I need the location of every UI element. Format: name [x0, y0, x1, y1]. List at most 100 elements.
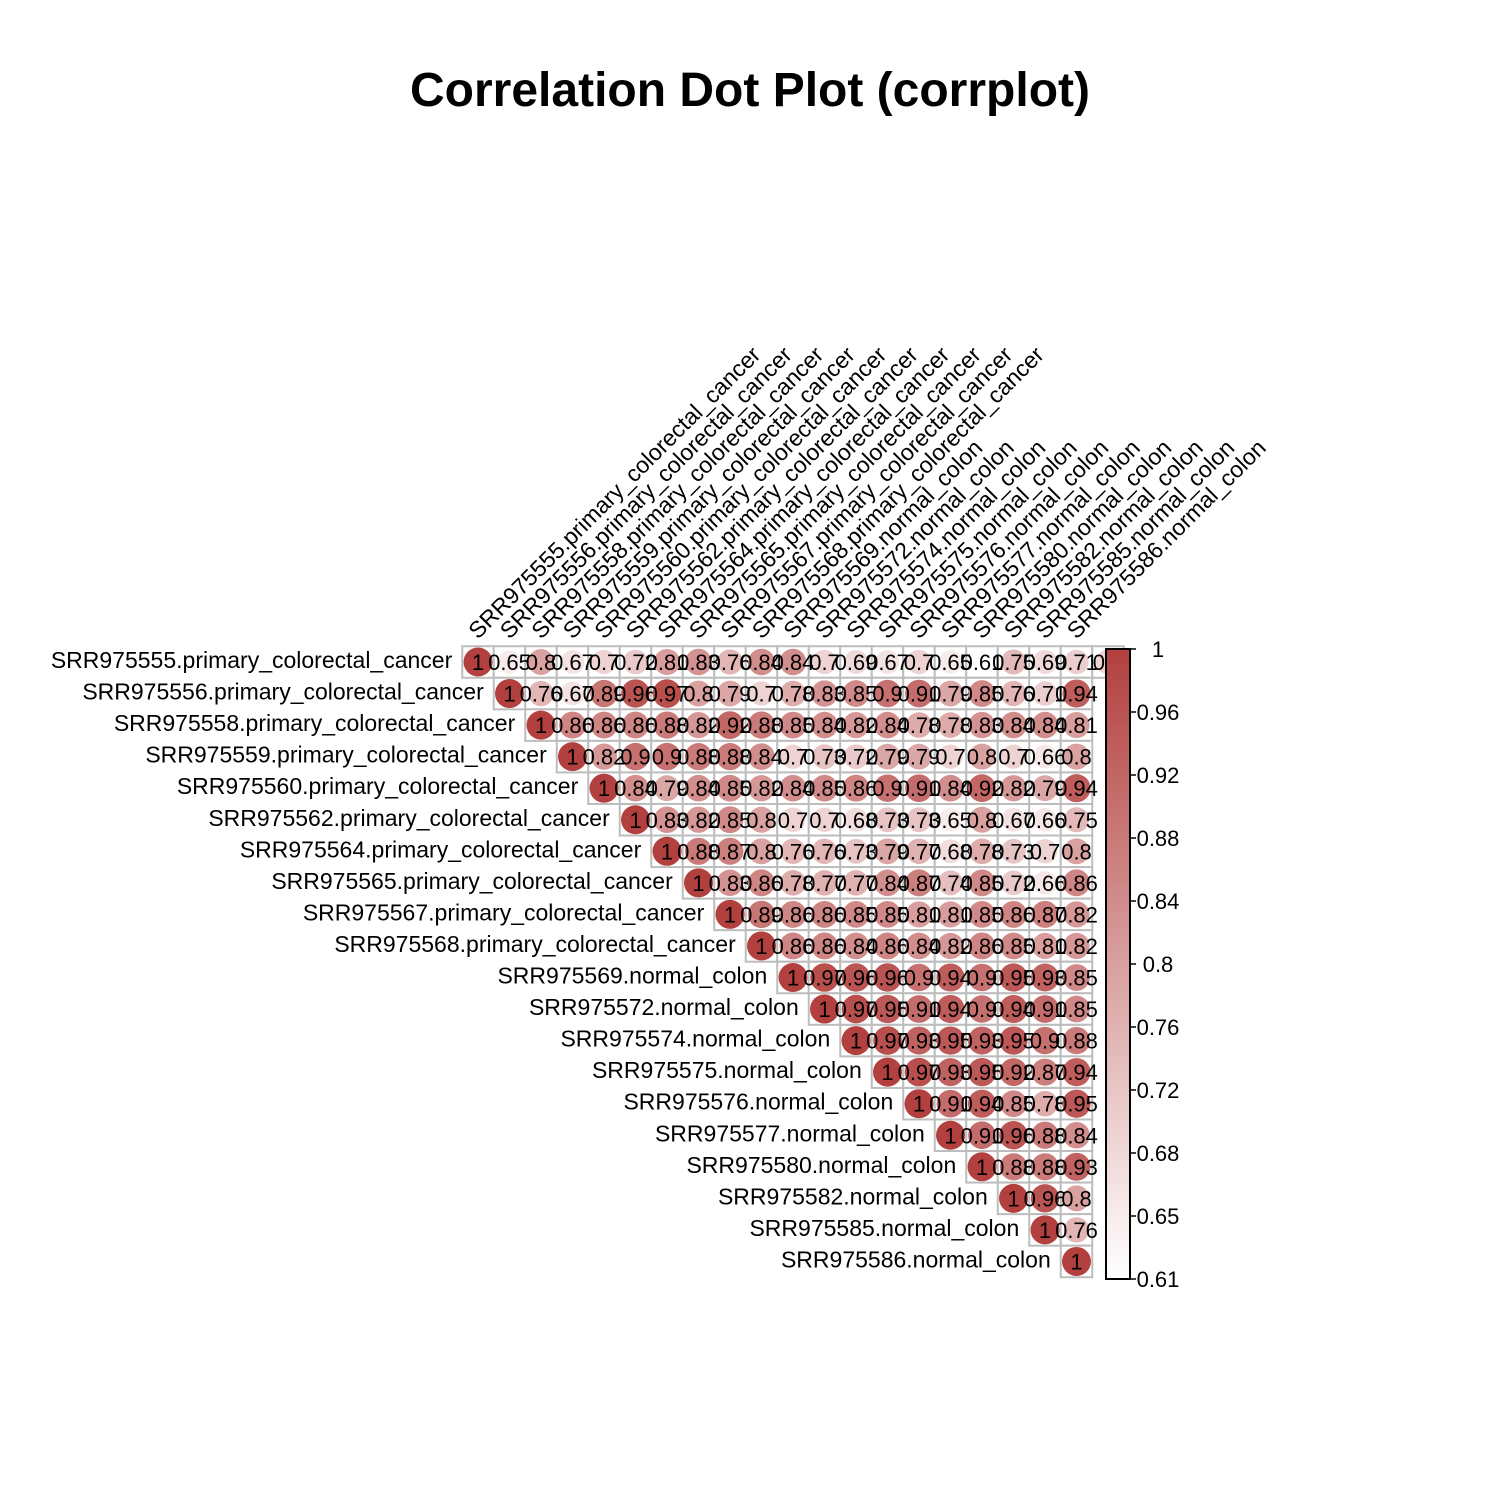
correlation-value-label: 0.84: [772, 776, 815, 801]
correlation-dot: [906, 649, 932, 675]
correlation-value-label: 0.87: [898, 871, 941, 896]
correlation-dot: [936, 1120, 965, 1150]
correlation-dot: [653, 806, 681, 833]
correlation-dot: [937, 932, 964, 960]
correlation-dot: [747, 900, 776, 929]
correlation-value-label: 0.96: [866, 966, 909, 991]
correlation-dot: [905, 1026, 933, 1055]
correlation-dot: [684, 837, 713, 865]
correlation-dot: [1033, 744, 1057, 769]
correlation-dot: [905, 869, 933, 897]
correlation-dot: [905, 963, 933, 992]
correlation-dot: [938, 744, 963, 769]
correlation-value-label: 0.95: [929, 1029, 972, 1054]
correlation-value-label: 0.78: [1024, 1092, 1067, 1117]
correlation-dot: [843, 744, 869, 769]
correlation-dot: [1000, 680, 1027, 707]
row-label: SRR975575.normal_colon: [592, 1057, 862, 1083]
correlation-value-label: 0.8: [746, 839, 777, 864]
correlation-value-label: 0.8: [1061, 745, 1092, 770]
correlation-value-label: 0.82: [835, 713, 878, 738]
correlation-dot: [810, 963, 839, 992]
column-labels: SRR975555.primary_colorectal_cancerSRR97…: [463, 341, 1271, 643]
correlation-value-label: 0.75: [1055, 808, 1098, 833]
correlation-dot: [1000, 1090, 1027, 1118]
correlation-value-label: 0.84: [866, 713, 909, 738]
correlation-value-label: 0.84: [677, 776, 720, 801]
correlation-value-label: 0.78: [898, 713, 941, 738]
correlation-value-label: 1: [661, 839, 673, 864]
correlation-value-label: 0.82: [992, 776, 1035, 801]
row-label: SRR975572.normal_colon: [529, 994, 799, 1020]
correlation-value-label: 0.8: [1061, 839, 1092, 864]
correlation-value-label: 0.8: [967, 808, 998, 833]
correlation-dot: [1000, 649, 1027, 675]
correlation-value-label: 0.94: [1055, 776, 1098, 801]
row-labels: SRR975555.primary_colorectal_cancer SRR97…: [51, 647, 1051, 1272]
correlation-value-label: 0.91: [898, 997, 941, 1022]
correlation-value-label: 0.7: [998, 745, 1029, 770]
correlation-value-label: 0.91: [929, 1092, 972, 1117]
colorbar-tick-label: 0.72: [1137, 1078, 1180, 1103]
correlation-value-label: 0.81: [646, 650, 689, 675]
correlation-dot: [716, 806, 744, 834]
correlation-value-label: 0.7: [589, 650, 620, 675]
correlation-dot: [905, 932, 933, 960]
correlation-dot: [779, 932, 807, 960]
correlation-value-label: 0.94: [992, 997, 1035, 1022]
correlation-dot: [999, 1153, 1028, 1181]
correlation-value-label: 0.86: [961, 934, 1004, 959]
correlation-value-label: 0.77: [835, 871, 878, 896]
correlation-dot: [1032, 839, 1058, 864]
correlation-dot: [779, 711, 807, 739]
correlation-value-label: 0.8: [683, 682, 714, 707]
correlation-dot: [748, 806, 775, 833]
correlation-dot: [905, 679, 933, 708]
colorbar-tick-label: 1: [1152, 637, 1164, 662]
row-label: SRR975555.primary_colorectal_cancer: [51, 647, 453, 673]
correlation-dot: [1030, 1184, 1060, 1213]
correlation-dot: [811, 774, 838, 802]
correlation-dot: [842, 680, 870, 707]
correlation-dot: [811, 932, 838, 960]
correlation-dot: [968, 995, 996, 1023]
correlation-value-label: 0.65: [488, 650, 531, 675]
correlation-value-label: 0.79: [929, 682, 972, 707]
correlation-dot: [622, 774, 649, 802]
correlation-dot: [1062, 1246, 1091, 1276]
correlation-value-label: 0.68: [929, 839, 972, 864]
correlation-dot: [843, 649, 869, 675]
row-label: SRR975567.primary_colorectal_cancer: [303, 899, 705, 925]
correlation-value-label: 0.88: [992, 1155, 1035, 1180]
correlation-value-label: 0.84: [929, 776, 972, 801]
correlation-value-label: 0.95: [961, 1060, 1004, 1085]
correlation-value-label: 0.72: [835, 745, 878, 770]
correlation-dot: [1063, 901, 1090, 928]
correlation-dot: [874, 869, 901, 897]
correlation-value-label: 0.93: [929, 1060, 972, 1085]
correlation-dot: [748, 838, 775, 865]
correlation-value-label: 0.91: [898, 682, 941, 707]
correlation-value-label: 0.83: [803, 682, 846, 707]
correlation-dot: [842, 711, 870, 739]
correlation-dot: [969, 806, 995, 833]
correlation-dot: [653, 648, 681, 676]
correlation-value-label: 0.69: [1024, 650, 1067, 675]
correlation-dot: [1030, 1215, 1060, 1245]
correlation-value-label: 0.76: [772, 839, 815, 864]
correlation-dot: [811, 838, 838, 864]
correlation-dot: [1032, 775, 1058, 802]
row-label: SRR975577.normal_colon: [655, 1120, 925, 1146]
correlation-value-label: 0.7: [778, 745, 809, 770]
correlation-dot: [1063, 807, 1090, 833]
correlation-dot: [684, 868, 713, 898]
correlation-value-label: 0.95: [992, 1029, 1035, 1054]
correlation-dot: [969, 838, 995, 865]
correlation-dot: [1031, 932, 1059, 959]
correlation-dot: [968, 963, 996, 992]
correlation-dot: [937, 901, 964, 928]
correlation-value-label: 1: [755, 934, 767, 959]
correlation-value-label: 0.83: [709, 871, 752, 896]
colorbar-tick-label: 0.88: [1137, 826, 1180, 851]
correlation-value-label: 0.61: [961, 650, 1004, 675]
